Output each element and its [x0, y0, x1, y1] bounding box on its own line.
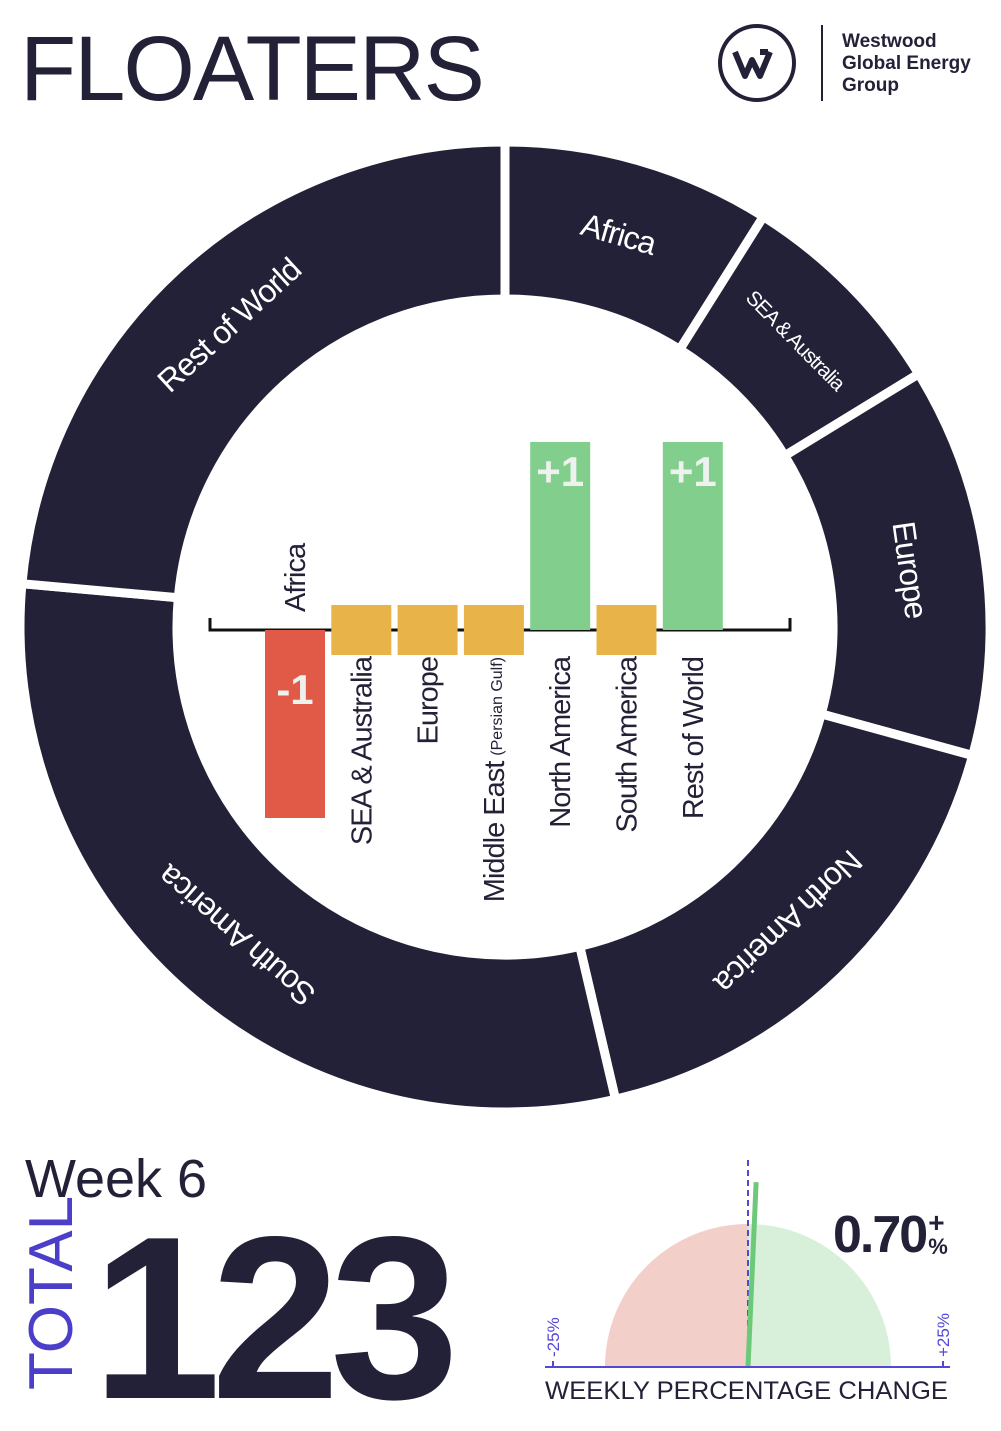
needle [745, 1182, 759, 1368]
tick-label: +25% [934, 1313, 953, 1357]
bar [463, 605, 524, 655]
category-label: SEA & Australia [346, 655, 378, 845]
brand-line: Group [842, 75, 899, 96]
bar [331, 605, 392, 655]
total-value: 123 [92, 1189, 451, 1431]
gauge-caption: WEEKLY PERCENTAGE CHANGE [545, 1377, 948, 1405]
logo-ring [718, 24, 796, 102]
logo-mark [732, 49, 773, 79]
gauge-positive [748, 1224, 891, 1367]
bar [265, 630, 325, 818]
gauge-value: 0.70 [833, 1206, 926, 1264]
bar [530, 442, 591, 630]
bar [596, 605, 657, 655]
brand-line: Global Energy [842, 53, 971, 74]
title: FLOATERS [20, 18, 483, 120]
tick-label: -25% [544, 1317, 563, 1357]
brand-line: Westwood [842, 31, 937, 52]
category-note: (Persian Gulf) [489, 657, 506, 756]
bar [397, 605, 458, 655]
value-label: +1 [669, 448, 717, 495]
week-label: Week 6 [25, 1149, 207, 1209]
bar [662, 442, 723, 630]
donut-segment [17, 137, 510, 603]
category-label: North America [545, 655, 577, 828]
gauge-unit: % [928, 1234, 948, 1259]
category-label: South America [612, 655, 644, 832]
category-label: Middle East [479, 761, 511, 902]
value-label: +1 [536, 448, 584, 495]
donut-segment [574, 708, 979, 1105]
category-label: Europe [413, 657, 445, 745]
gauge-negative [605, 1224, 748, 1367]
category-label: Africa [280, 542, 312, 612]
gauge-sign: + [928, 1207, 944, 1238]
total-label: TOTAL [17, 1196, 86, 1390]
value-label: -1 [276, 666, 313, 713]
category-label: Rest of World [678, 657, 710, 819]
donut-segment [15, 578, 621, 1117]
